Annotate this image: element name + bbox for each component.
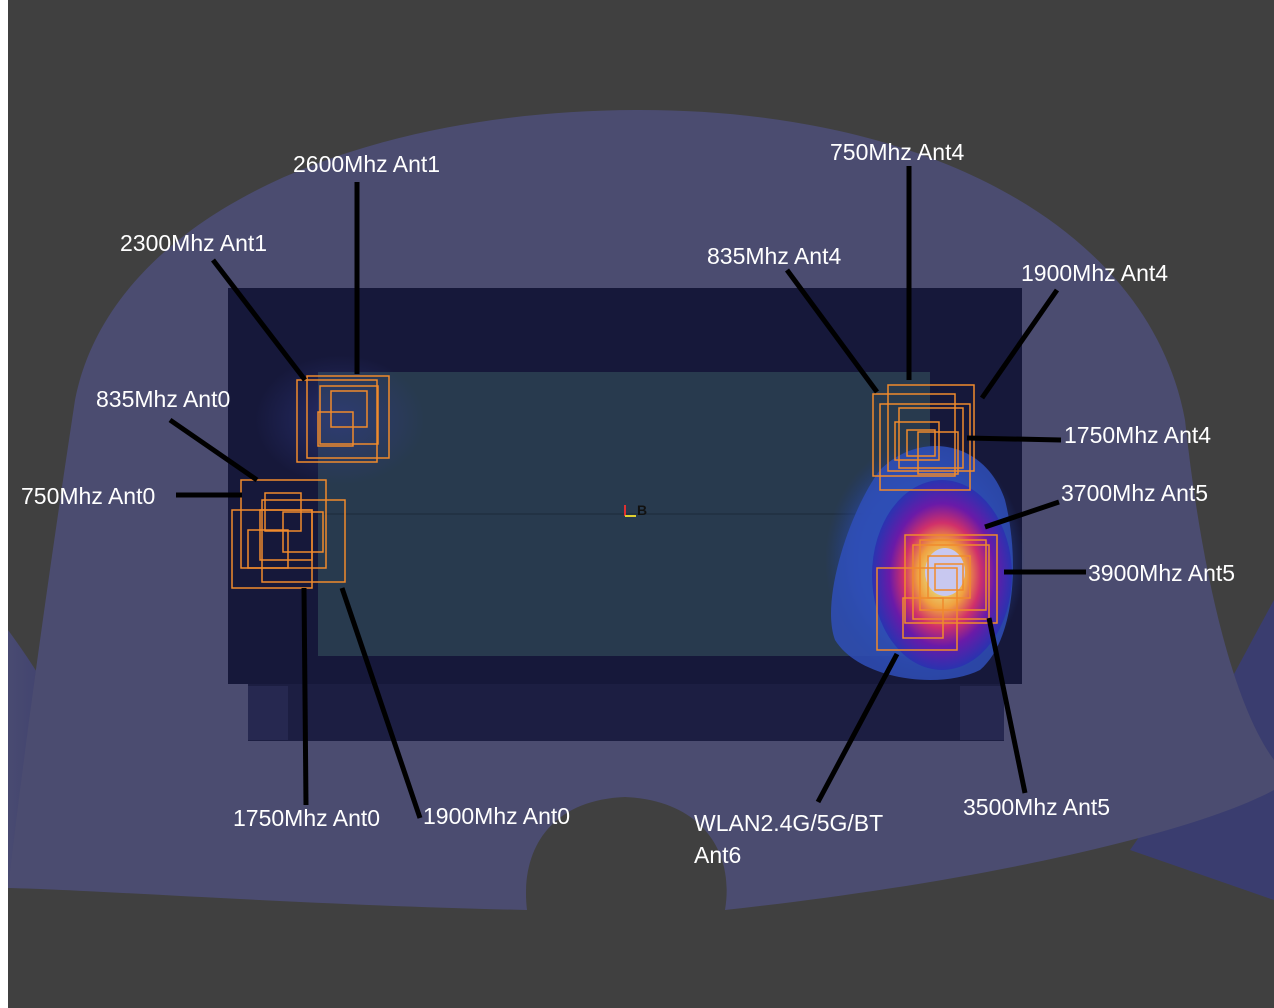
- label-wlan-bt-ant6-line2: Ant6: [694, 842, 741, 868]
- sar-peak: [925, 548, 965, 596]
- origin-axis-marker: B: [624, 502, 647, 518]
- label-2300mhz-ant1: 2300Mhz Ant1: [120, 230, 267, 256]
- label-2600mhz-ant1: 2600Mhz Ant1: [293, 151, 440, 177]
- left-edge-strip: [0, 0, 8, 1008]
- label-750mhz-ant4: 750Mhz Ant4: [830, 139, 964, 165]
- label-3500mhz-ant5: 3500Mhz Ant5: [963, 794, 1110, 820]
- label-wlan-bt-ant6-line1: WLAN2.4G/5G/BT: [694, 810, 883, 836]
- label-835mhz-ant4: 835Mhz Ant4: [707, 243, 841, 269]
- ant4-hotspot-boxes: [872, 384, 975, 491]
- leader-lines: [168, 166, 1086, 819]
- ant1-hotspot-boxes: [296, 375, 390, 463]
- label-1900mhz-ant0: 1900Mhz Ant0: [423, 803, 570, 829]
- label-835mhz-ant0: 835Mhz Ant0: [96, 386, 230, 412]
- label-750mhz-ant0: 750Mhz Ant0: [21, 483, 155, 509]
- device-right-foot: [960, 686, 1004, 740]
- sar-faint-left: [255, 355, 425, 485]
- device-lower-frame: [248, 684, 1004, 741]
- origin-marker-label: B: [637, 502, 647, 518]
- ant5-ant6-hotspot-boxes: [876, 534, 998, 651]
- device-left-foot: [248, 686, 288, 740]
- label-1750mhz-ant4: 1750Mhz Ant4: [1064, 422, 1211, 448]
- label-3900mhz-ant5: 3900Mhz Ant5: [1088, 560, 1235, 586]
- label-3700mhz-ant5: 3700Mhz Ant5: [1061, 480, 1208, 506]
- label-1750mhz-ant0: 1750Mhz Ant0: [233, 805, 380, 831]
- label-1900mhz-ant4: 1900Mhz Ant4: [1021, 260, 1168, 286]
- ant0-hotspot-boxes: [231, 479, 346, 589]
